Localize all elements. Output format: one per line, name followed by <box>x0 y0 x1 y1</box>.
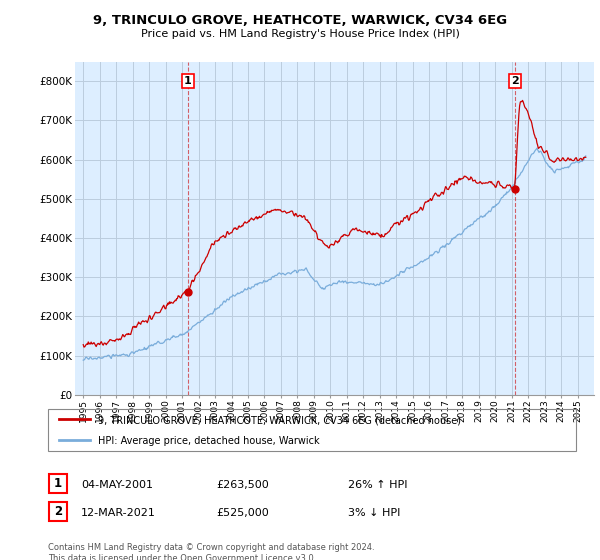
Text: 3% ↓ HPI: 3% ↓ HPI <box>348 508 400 519</box>
Text: 2: 2 <box>54 505 62 518</box>
Text: 9, TRINCULO GROVE, HEATHCOTE, WARWICK, CV34 6EG (detached house): 9, TRINCULO GROVE, HEATHCOTE, WARWICK, C… <box>98 415 461 425</box>
Text: 04-MAY-2001: 04-MAY-2001 <box>81 480 153 491</box>
Text: 2: 2 <box>511 76 518 86</box>
Text: 9, TRINCULO GROVE, HEATHCOTE, WARWICK, CV34 6EG: 9, TRINCULO GROVE, HEATHCOTE, WARWICK, C… <box>93 14 507 27</box>
Text: 1: 1 <box>184 76 191 86</box>
Text: Price paid vs. HM Land Registry's House Price Index (HPI): Price paid vs. HM Land Registry's House … <box>140 29 460 39</box>
Text: £263,500: £263,500 <box>216 480 269 491</box>
Text: £525,000: £525,000 <box>216 508 269 519</box>
Text: Contains HM Land Registry data © Crown copyright and database right 2024.
This d: Contains HM Land Registry data © Crown c… <box>48 543 374 560</box>
Text: 1: 1 <box>54 477 62 490</box>
Text: 26% ↑ HPI: 26% ↑ HPI <box>348 480 407 491</box>
Text: 12-MAR-2021: 12-MAR-2021 <box>81 508 156 519</box>
Text: HPI: Average price, detached house, Warwick: HPI: Average price, detached house, Warw… <box>98 436 320 446</box>
